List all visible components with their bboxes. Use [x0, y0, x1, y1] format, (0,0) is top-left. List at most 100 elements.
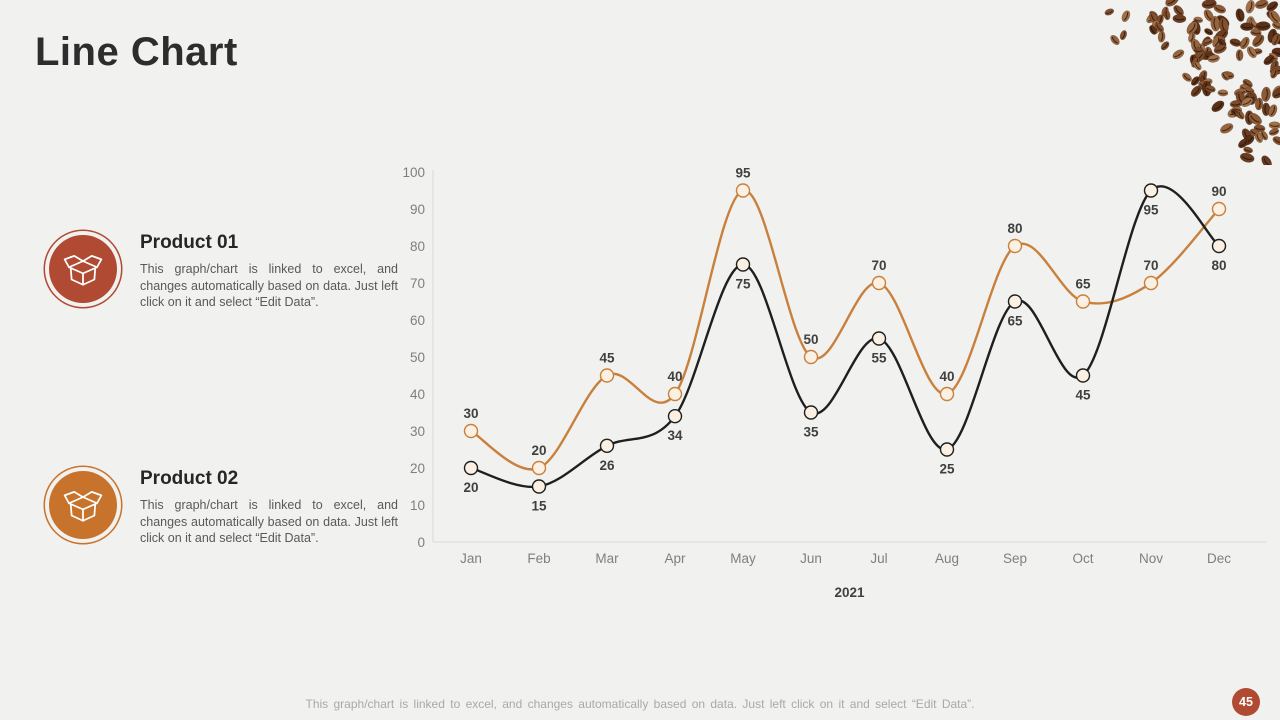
coffee-bean: [1213, 4, 1226, 14]
coffee-bean: [1172, 49, 1185, 60]
data-point[interactable]: [1143, 183, 1159, 198]
data-point[interactable]: [463, 423, 479, 439]
product-02-name: Product 02: [140, 468, 239, 489]
data-point[interactable]: [939, 442, 955, 457]
data-label: 95: [1143, 203, 1159, 218]
coffee-bean: [1157, 30, 1166, 43]
coffee-bean: [1160, 41, 1170, 51]
coffee-bean: [1212, 35, 1222, 48]
x-tick-label: Oct: [1072, 551, 1093, 566]
coffee-bean: [1163, 9, 1171, 21]
x-tick-label: Nov: [1139, 551, 1163, 566]
product-02-text: Product 02 This graph/chart is linked to…: [140, 462, 398, 547]
coffee-bean: [1235, 8, 1245, 22]
coffee-bean: [1268, 104, 1278, 118]
line-chart[interactable]: 0 10 20 30 40 50 60 70 80 90 100 Jan Feb Mar Apr May Jun…: [390, 150, 1280, 620]
data-point[interactable]: [531, 460, 547, 476]
coffee-bean: [1202, 38, 1213, 46]
product-01-text: Product 01 This graph/chart is linked to…: [140, 226, 398, 311]
coffee-bean: [1238, 138, 1249, 149]
x-tick-label: Dec: [1207, 551, 1231, 566]
series-line-product-01: [469, 185, 1221, 489]
x-tick-label: May: [730, 551, 756, 566]
data-point[interactable]: [599, 368, 615, 383]
coffee-bean: [1272, 136, 1280, 146]
data-label: 65: [1007, 314, 1023, 329]
coffee-bean: [1254, 97, 1264, 111]
coffee-bean: [1236, 110, 1245, 120]
coffee-bean: [1240, 97, 1254, 108]
data-point[interactable]: [1075, 294, 1091, 309]
y-tick-label: 90: [410, 202, 425, 217]
coffee-bean: [1207, 54, 1220, 63]
coffee-bean: [1262, 156, 1272, 165]
coffee-bean: [1271, 33, 1280, 46]
data-point[interactable]: [871, 275, 887, 291]
data-label: 45: [1075, 388, 1091, 403]
coffee-bean: [1248, 112, 1262, 125]
data-point[interactable]: [735, 257, 751, 272]
coffee-bean: [1268, 128, 1280, 136]
coffee-bean: [1239, 152, 1255, 163]
coffee-bean: [1252, 34, 1265, 47]
product-01-icon-ring: [40, 226, 126, 312]
data-point[interactable]: [667, 386, 683, 402]
coffee-bean: [1221, 71, 1230, 81]
data-point[interactable]: [735, 183, 751, 198]
data-point[interactable]: [871, 331, 887, 346]
data-label: 40: [939, 369, 954, 384]
data-label: 15: [531, 499, 547, 514]
coffee-bean: [1173, 5, 1184, 17]
coffee-bean: [1220, 123, 1234, 134]
data-label: 95: [735, 166, 751, 181]
data-point[interactable]: [1143, 275, 1159, 291]
coffee-bean: [1121, 10, 1131, 23]
coffee-bean: [1149, 25, 1157, 35]
footer-note: This graph/chart is linked to excel, and…: [305, 697, 975, 711]
coffee-bean: [1255, 21, 1271, 31]
coffee-beans-image: [1104, 0, 1280, 165]
data-label: 25: [939, 462, 955, 477]
data-point[interactable]: [531, 479, 547, 494]
coffee-bean: [1201, 0, 1217, 9]
coffee-bean: [1213, 44, 1227, 54]
x-tick-label: Aug: [935, 551, 959, 566]
data-point[interactable]: [1075, 368, 1091, 383]
coffee-bean: [1263, 55, 1275, 66]
x-tick-label: Mar: [595, 551, 619, 566]
data-label: 75: [735, 277, 751, 292]
y-tick-label: 30: [410, 424, 425, 439]
data-point[interactable]: [599, 438, 615, 453]
data-point[interactable]: [463, 460, 479, 476]
y-tick-label: 80: [410, 239, 425, 254]
y-tick-label: 10: [410, 498, 425, 513]
data-point[interactable]: [803, 405, 819, 420]
data-point[interactable]: [1211, 201, 1227, 217]
coffee-bean: [1104, 8, 1115, 16]
x-tick-label: Feb: [527, 551, 550, 566]
data-label: 80: [1211, 258, 1226, 273]
data-point[interactable]: [803, 349, 819, 365]
y-tick-label: 40: [410, 387, 425, 402]
data-point[interactable]: [1211, 238, 1227, 254]
data-label: 80: [1007, 221, 1022, 236]
open-box-icon: [49, 471, 117, 539]
y-tick-label: 100: [402, 165, 425, 180]
x-tick-label: Jun: [800, 551, 822, 566]
data-point[interactable]: [1007, 238, 1023, 254]
y-tick-label: 60: [410, 313, 425, 328]
data-point[interactable]: [667, 409, 683, 424]
data-point[interactable]: [1007, 294, 1023, 309]
product-01-name: Product 01: [140, 232, 239, 253]
coffee-bean: [1182, 72, 1192, 82]
data-point[interactable]: [939, 386, 955, 402]
data-label: 45: [599, 351, 615, 366]
coffee-bean: [1243, 146, 1254, 154]
data-label: 70: [1143, 258, 1158, 273]
x-tick-label: Jul: [870, 551, 887, 566]
coffee-bean: [1245, 0, 1255, 14]
data-label: 40: [667, 369, 682, 384]
coffee-bean: [1253, 124, 1266, 133]
coffee-bean: [1254, 131, 1263, 144]
